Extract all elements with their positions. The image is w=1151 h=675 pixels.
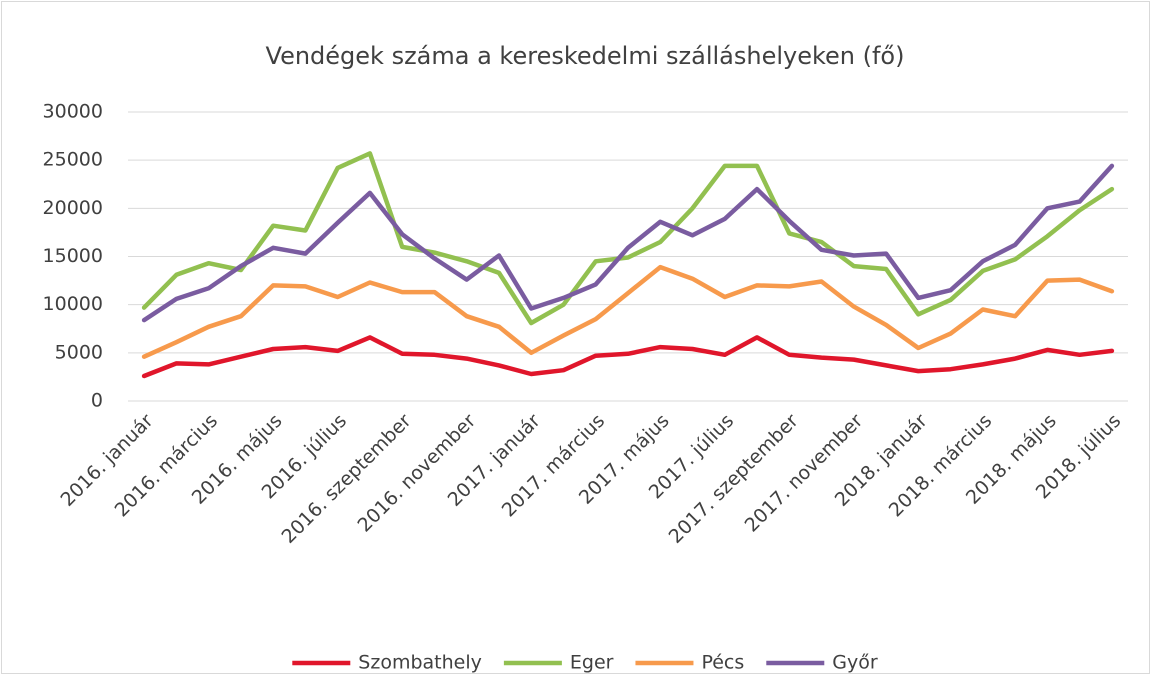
line-series <box>141 151 1115 326</box>
legend-label: Pécs <box>701 652 744 674</box>
y-tick-label: 10000 <box>43 293 103 315</box>
legend-label: Győr <box>832 652 878 674</box>
y-tick-label: 30000 <box>43 101 103 123</box>
y-tick-label: 15000 <box>43 245 103 267</box>
chart-title: Vendégek száma a kereskedelmi szálláshel… <box>266 42 905 70</box>
y-tick-label: 0 <box>91 390 103 412</box>
line-series <box>141 163 1115 323</box>
line-series <box>141 264 1115 359</box>
line-series <box>141 335 1115 379</box>
y-tick-label: 25000 <box>43 149 103 171</box>
y-tick-label: 5000 <box>55 341 103 363</box>
legend-label: Szombathely <box>358 652 482 674</box>
y-tick-label: 20000 <box>43 197 103 219</box>
legend-label: Eger <box>570 652 614 674</box>
